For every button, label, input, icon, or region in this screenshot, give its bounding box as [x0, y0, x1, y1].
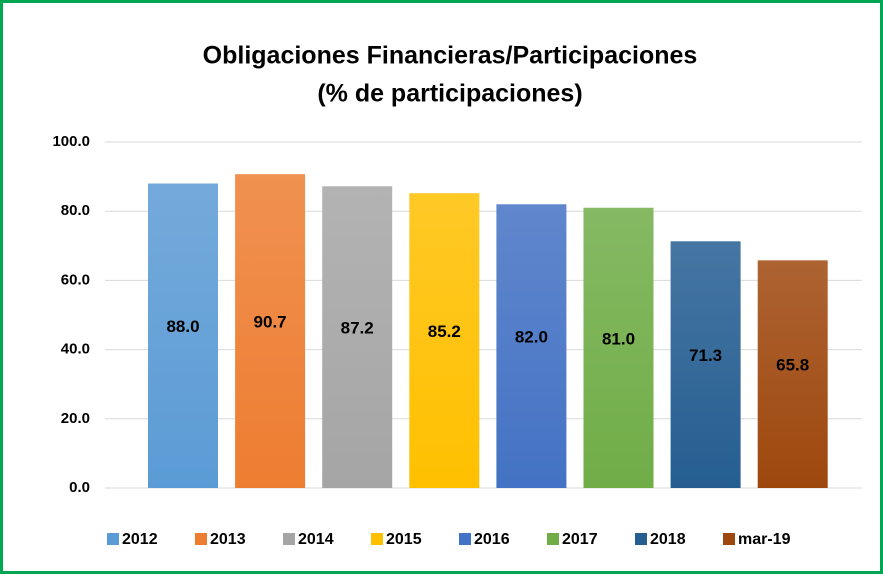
- data-label: 87.2: [341, 319, 374, 338]
- bar: [670, 241, 741, 488]
- legend-swatch: [107, 533, 119, 545]
- legend-swatch: [723, 533, 735, 545]
- chart-subtitle: (% de participaciones): [317, 80, 582, 108]
- data-label: 82.0: [515, 328, 548, 347]
- bar: [496, 204, 567, 488]
- legend-label: 2018: [650, 531, 686, 548]
- legend-label: 2013: [210, 531, 246, 548]
- bar: [409, 193, 480, 488]
- data-label: 71.3: [689, 346, 722, 365]
- y-tick-label: 60.0: [61, 271, 90, 288]
- data-label: 90.7: [254, 313, 287, 332]
- legend-swatch: [371, 533, 383, 545]
- legend-swatch: [283, 533, 295, 545]
- legend-label: 2017: [562, 531, 598, 548]
- legend-label: 2016: [474, 531, 510, 548]
- y-tick-label: 40.0: [61, 341, 90, 358]
- y-tick-label: 100.0: [52, 133, 90, 150]
- legend-swatch: [635, 533, 647, 545]
- data-label: 88.0: [166, 317, 199, 336]
- bar: [322, 186, 393, 488]
- bar: [757, 260, 828, 488]
- chart-title: Obligaciones Financieras/Participaciones: [203, 42, 698, 70]
- legend-label: 2012: [122, 531, 158, 548]
- y-tick-label: 80.0: [61, 202, 90, 219]
- legend-swatch: [195, 533, 207, 545]
- data-label: 65.8: [776, 356, 809, 375]
- legend-label: 2014: [298, 531, 334, 548]
- legend-label: mar-19: [738, 531, 791, 548]
- data-label: 81.0: [602, 329, 635, 348]
- bar: [583, 207, 654, 489]
- data-label: 85.2: [428, 322, 461, 341]
- bar: [235, 174, 306, 489]
- legend-label: 2015: [386, 531, 422, 548]
- legend-swatch: [459, 533, 471, 545]
- legend-swatch: [547, 533, 559, 545]
- y-tick-label: 20.0: [61, 410, 90, 427]
- bar: [148, 183, 218, 488]
- y-tick-label: 0.0: [69, 479, 90, 496]
